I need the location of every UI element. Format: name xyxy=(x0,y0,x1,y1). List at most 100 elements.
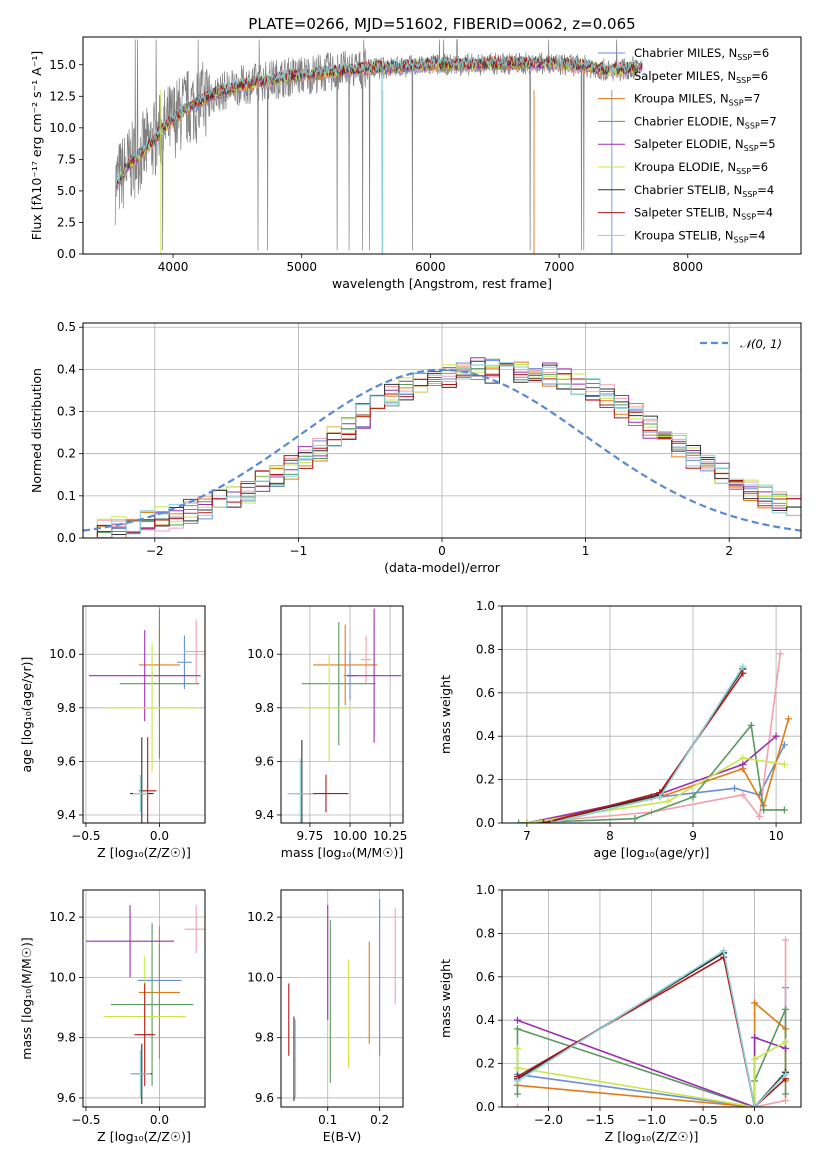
age-vs-z-frame xyxy=(82,605,206,824)
legend-entry: Kroupa STELIB, NSSP=4 xyxy=(634,228,765,244)
y-tick-label: 2.5 xyxy=(57,215,76,229)
x-tick-label: −0.5 xyxy=(71,829,100,843)
weight-marker xyxy=(782,1096,790,1104)
y-axis-label: age [log₁₀(age/yr)] xyxy=(19,657,34,773)
weight-marker xyxy=(548,819,556,823)
weight-vs-age-lines xyxy=(515,650,793,823)
y-tick-label: 0.0 xyxy=(476,1100,495,1114)
legend-entry-name: Kroupa ELODIE, N xyxy=(634,160,736,174)
weight-marker xyxy=(782,1038,790,1046)
x-tick-label: 8 xyxy=(606,829,614,843)
legend-entry-subscript: SSP xyxy=(736,167,751,176)
y-tick-label: 7.5 xyxy=(57,152,76,166)
legend-entry-subscript: SSP xyxy=(734,235,749,244)
weight-marker xyxy=(515,819,523,823)
weight-marker xyxy=(631,815,639,823)
data-point xyxy=(110,923,194,1086)
x-axis-label: age [log₁₀(age/yr)] xyxy=(594,845,710,860)
legend-entry-subscript: SSP xyxy=(745,121,760,130)
legend-entry-value: =4 xyxy=(749,228,766,242)
y-tick-label: 9.8 xyxy=(255,1031,274,1045)
y-tick-label: 0.0 xyxy=(476,816,495,830)
y-tick-label: 9.6 xyxy=(255,754,274,768)
y-tick-label: 0.2 xyxy=(57,447,76,461)
x-tick-label: −2 xyxy=(146,544,164,558)
weight-marker xyxy=(751,1055,759,1063)
legend-entry-subscript: SSP xyxy=(744,144,759,153)
weight-marker xyxy=(513,1090,521,1098)
weight-series-line xyxy=(516,1041,786,1107)
x-tick-label: 0.1 xyxy=(318,1113,337,1127)
data-point xyxy=(138,926,181,1059)
x-axis-label: Z [log₁₀(Z/Z☉)] xyxy=(97,845,191,860)
panels: 4000 5000 6000 7000 80000.02.55.07.510.012.5… xyxy=(19,36,802,1144)
y-axis-label: mass weight xyxy=(438,959,453,1038)
legend-entry: Chabrier MILES, NSSP=6 xyxy=(634,46,769,62)
y-tick-label: 10.0 xyxy=(247,970,274,984)
residuals-frame xyxy=(82,322,802,539)
x-axis-label: (data-model)/error xyxy=(384,560,501,575)
x-tick-label: 9.75 xyxy=(297,829,324,843)
y-tick-label: 1.0 xyxy=(476,883,495,897)
x-tick-label: 4000 xyxy=(158,260,189,274)
weight-marker xyxy=(739,663,747,671)
weight-marker xyxy=(755,812,763,820)
weight-marker xyxy=(739,754,747,762)
x-tick-label: 0.0 xyxy=(150,829,169,843)
y-tick-label: 0.3 xyxy=(57,405,76,419)
data-point xyxy=(301,654,357,762)
weight-marker xyxy=(664,797,672,805)
x-tick-label: 10.25 xyxy=(373,829,407,843)
x-tick-label: −2.0 xyxy=(534,1113,563,1127)
normal-curve xyxy=(83,368,801,532)
data-point xyxy=(287,758,314,823)
y-tick-label: 10.0 xyxy=(247,647,274,661)
y-tick-label: 0.5 xyxy=(57,320,76,334)
y-tick-label: 0.0 xyxy=(57,247,76,261)
spectrum-frame xyxy=(82,36,802,255)
legend-entry-value: =4 xyxy=(756,206,773,220)
y-tick-label: 12.5 xyxy=(49,89,76,103)
legend-entry: Chabrier ELODIE, NSSP=7 xyxy=(634,114,777,130)
mass-vs-z-frame xyxy=(82,889,206,1108)
weight-marker xyxy=(760,806,768,814)
weight-vs-age-frame xyxy=(501,605,802,824)
y-tick-label: 0.6 xyxy=(476,686,495,700)
histogram-step-line xyxy=(83,362,801,538)
y-tick-label: 15.0 xyxy=(49,58,76,72)
legend-entry-subscript: SSP xyxy=(737,53,752,62)
weight-marker xyxy=(782,1090,790,1098)
weight-marker xyxy=(739,669,747,677)
x-axis-label: mass [log₁₀(M/M☉)] xyxy=(281,845,403,860)
x-tick-label: 0.0 xyxy=(150,1113,169,1127)
y-tick-label: 10.0 xyxy=(49,121,76,135)
figure-title: PLATE=0266, MJD=51602, FIBERID=0062, z=0… xyxy=(248,15,635,33)
weight-marker xyxy=(772,732,780,740)
x-tick-label: 5000 xyxy=(286,260,317,274)
legend-entry-subscript: SSP xyxy=(741,213,756,222)
weight-marker xyxy=(780,760,788,768)
weight-marker xyxy=(782,1044,790,1052)
x-axis-label: Z [log₁₀(Z/Z☉)] xyxy=(97,1129,191,1144)
weight-marker xyxy=(513,1064,521,1072)
weight-marker xyxy=(747,721,755,729)
legend-entry-subscript: SSP xyxy=(736,76,751,85)
data-point xyxy=(184,619,205,684)
x-tick-label: 9 xyxy=(689,829,697,843)
data-point xyxy=(346,608,402,743)
y-tick-label: 0.4 xyxy=(57,362,76,376)
data-point xyxy=(132,774,148,813)
weight-marker xyxy=(782,1005,790,1013)
legend-entry-value: =4 xyxy=(757,183,774,197)
y-tick-label: 0.4 xyxy=(476,729,495,743)
weight-marker xyxy=(513,1103,521,1107)
legend-entry-name: Kroupa STELIB, N xyxy=(634,228,734,242)
weight-marker xyxy=(780,741,788,749)
legend-entry-name: Chabrier ELODIE, N xyxy=(634,114,745,128)
mass-vs-ebv-axes: 0.1 0.2 9.6 9.8 10.0 10.2 E(B-V) xyxy=(247,890,403,1144)
weight-marker xyxy=(780,806,788,814)
data-point xyxy=(105,643,200,773)
x-tick-label: 7 xyxy=(523,829,531,843)
x-axis-label: wavelength [Angstrom, rest frame] xyxy=(332,276,552,291)
weight-marker xyxy=(739,760,747,768)
